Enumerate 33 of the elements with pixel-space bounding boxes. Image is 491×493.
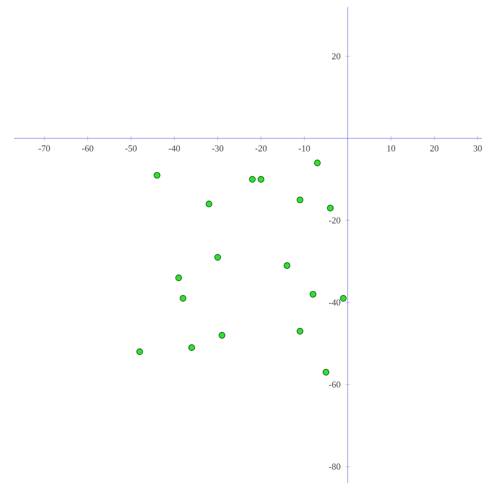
point xyxy=(180,295,186,302)
x-tick-label: -20 xyxy=(255,145,267,152)
point xyxy=(206,200,212,208)
x-tick-label: 30 xyxy=(474,145,482,152)
y-tick-label: -20 xyxy=(328,217,340,224)
x-tick-label: 20 xyxy=(430,145,438,152)
point xyxy=(188,344,195,351)
y-tick-label: 20 xyxy=(332,53,340,60)
y-tick-label: -80 xyxy=(328,464,340,470)
y-tick-label: -60 xyxy=(328,381,340,388)
point xyxy=(296,328,304,334)
x-tick-label: -60 xyxy=(82,145,94,152)
point xyxy=(310,290,316,298)
point xyxy=(175,274,182,282)
x-tick-label: -30 xyxy=(212,145,224,152)
point xyxy=(340,295,347,302)
x-tick-label: -10 xyxy=(298,145,310,152)
x-tick-label: -70 xyxy=(38,145,50,152)
point xyxy=(284,262,290,269)
point xyxy=(327,204,334,212)
point xyxy=(322,368,330,376)
point xyxy=(136,348,143,355)
point xyxy=(314,160,321,166)
y-tick-label: -40 xyxy=(328,299,340,306)
x-tick-label: -40 xyxy=(168,145,180,152)
point xyxy=(296,196,304,204)
point xyxy=(249,176,256,183)
point xyxy=(218,332,226,339)
x-tick-label: -50 xyxy=(125,145,137,152)
point xyxy=(258,176,264,183)
point xyxy=(154,172,160,179)
x-tick-label: 10 xyxy=(387,145,396,152)
point xyxy=(214,254,221,261)
